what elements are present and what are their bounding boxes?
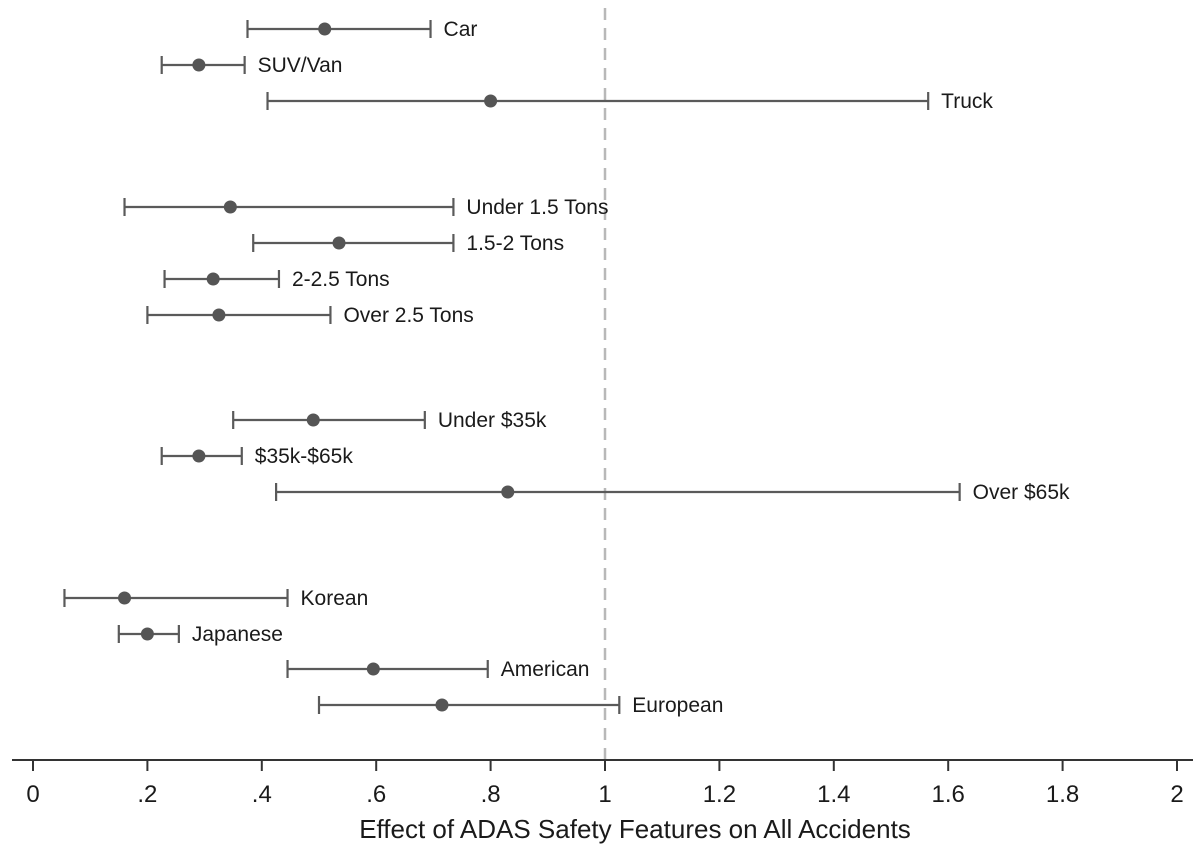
x-axis-ticks: 0 .2 .4 .6 .8 1 1.2 1.4 1.6 1.8 2 <box>26 760 1184 808</box>
estimate-label: Under 1.5 Tons <box>466 196 608 219</box>
estimate-label: American <box>501 658 590 681</box>
estimate-label: European <box>632 694 723 717</box>
point-estimate <box>212 308 226 322</box>
point-estimate <box>306 413 320 427</box>
estimate-label: Under $35k <box>438 409 547 432</box>
x-tick-label: 1.4 <box>817 781 850 808</box>
estimate-row: Car <box>246 18 478 41</box>
estimate-row: Truck <box>266 90 993 113</box>
point-estimate <box>366 662 380 676</box>
estimate-label: Car <box>444 18 478 41</box>
estimate-row: 2-2.5 Tons <box>163 268 390 291</box>
x-tick-label: .6 <box>366 781 386 808</box>
point-estimate <box>192 58 206 72</box>
estimate-row: Korean <box>63 587 369 610</box>
x-axis-title: Effect of ADAS Safety Features on All Ac… <box>359 814 911 844</box>
estimate-label: Over 2.5 Tons <box>343 304 473 327</box>
x-tick-label: 1.8 <box>1046 781 1079 808</box>
estimate-label: $35k-$65k <box>255 445 354 468</box>
estimate-row: SUV/Van <box>160 54 343 77</box>
point-estimate <box>192 449 206 463</box>
estimate-label: Over $65k <box>973 481 1070 504</box>
point-estimate <box>501 485 515 499</box>
estimate-label: 1.5-2 Tons <box>466 232 564 255</box>
x-tick-label: 2 <box>1170 781 1183 808</box>
estimate-row: Under 1.5 Tons <box>123 196 608 219</box>
estimate-row: Japanese <box>117 623 283 646</box>
x-tick-label: 0 <box>26 781 39 808</box>
point-estimate <box>484 94 498 108</box>
estimate-label: Japanese <box>192 623 283 646</box>
estimate-row: 1.5-2 Tons <box>252 232 564 255</box>
estimate-row: American <box>286 658 590 681</box>
estimate-label: SUV/Van <box>258 54 343 77</box>
estimate-row: Over 2.5 Tons <box>146 304 474 327</box>
estimate-label: Korean <box>301 587 369 610</box>
point-estimate <box>140 627 154 641</box>
point-estimate <box>435 698 449 712</box>
x-tick-label: .4 <box>252 781 272 808</box>
point-estimate <box>318 22 332 36</box>
x-tick-label: 1.6 <box>932 781 965 808</box>
estimate-row: European <box>317 694 723 717</box>
point-estimate <box>118 591 132 605</box>
x-tick-label: 1 <box>598 781 611 808</box>
point-estimate <box>206 272 220 286</box>
estimate-row: Under $35k <box>232 409 547 432</box>
x-tick-label: .8 <box>481 781 501 808</box>
estimate-label: Truck <box>941 90 993 113</box>
estimate-row: Over $65k <box>275 481 1070 504</box>
estimate-row: $35k-$65k <box>160 445 354 468</box>
x-tick-label: .2 <box>137 781 157 808</box>
point-estimate <box>332 236 346 250</box>
point-estimate <box>223 200 237 214</box>
estimate-label: 2-2.5 Tons <box>292 268 390 291</box>
estimates-layer: Car SUV/Van Truck Under 1.5 Tons 1.5-2 Tons 2… <box>63 18 1070 717</box>
x-tick-label: 1.2 <box>703 781 736 808</box>
